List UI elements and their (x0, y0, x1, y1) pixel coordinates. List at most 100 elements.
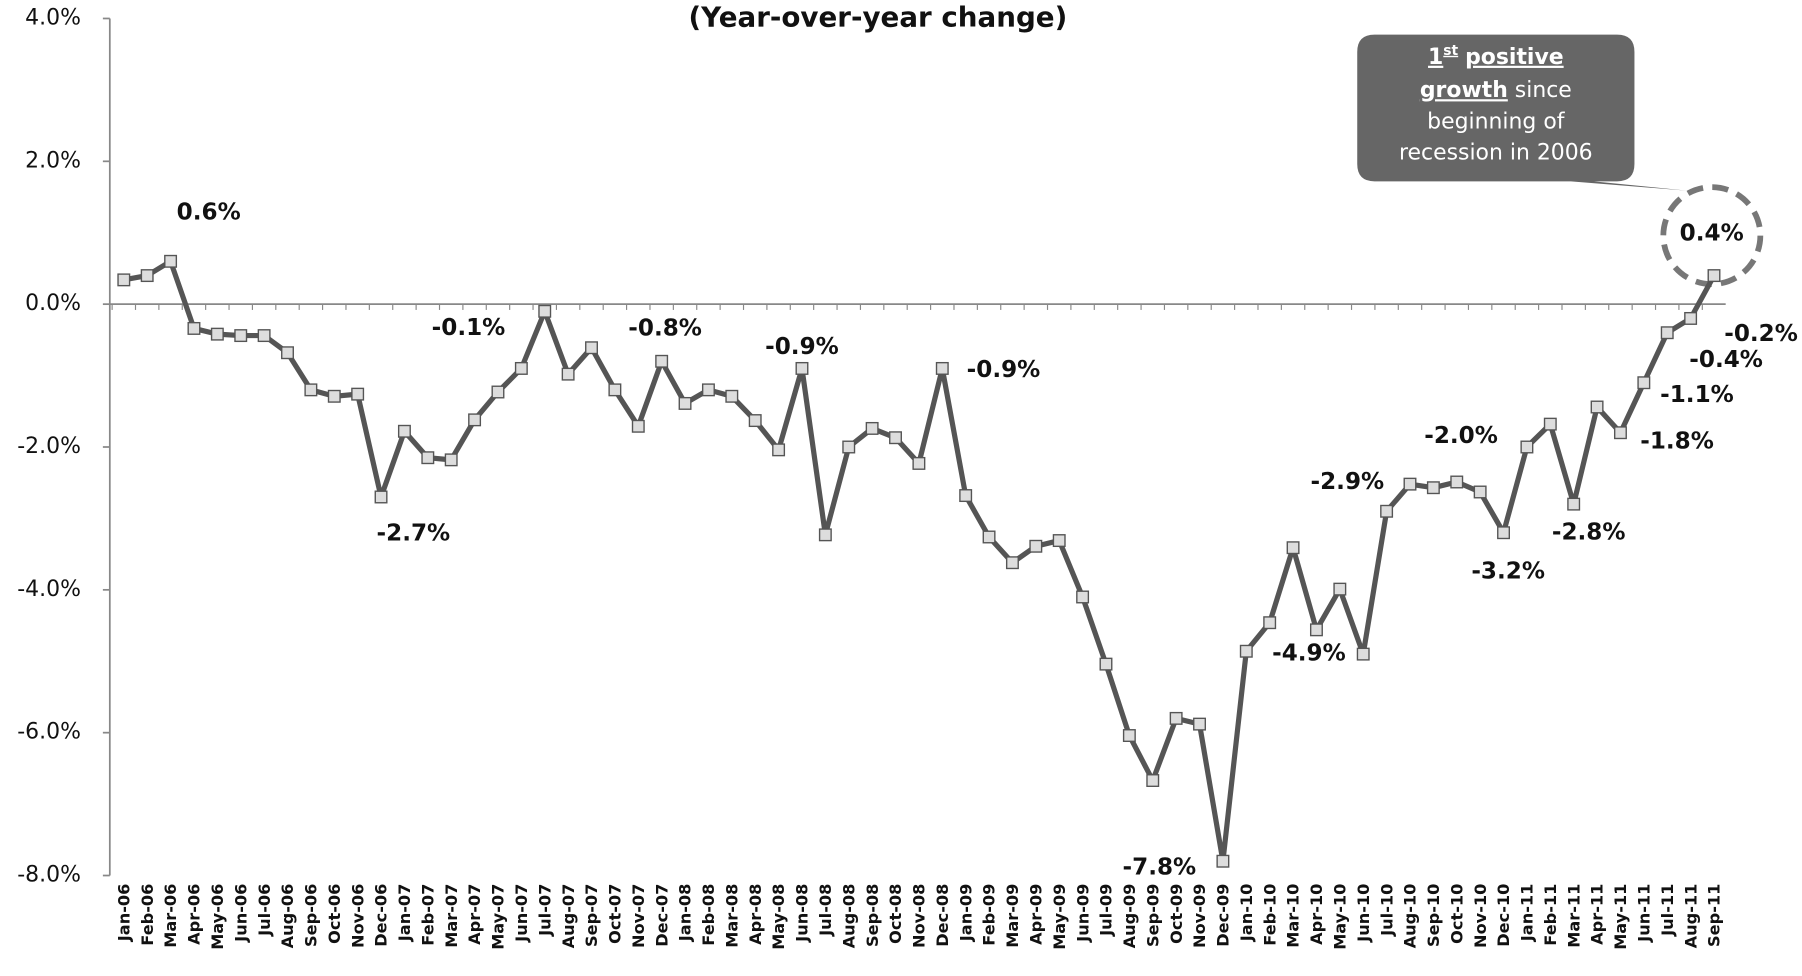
marker (561, 367, 575, 381)
x-tick-label: Jul-10 (1377, 884, 1396, 937)
marker (982, 530, 996, 544)
x-tick-label: Mar-08 (722, 884, 741, 948)
x-tick-label: Jan-07 (395, 884, 414, 943)
marker (1684, 311, 1698, 325)
marker (1052, 534, 1066, 548)
data-label: -2.8% (1552, 520, 1626, 546)
callout-line2: growth since (1420, 78, 1572, 103)
x-tick-label: Jul-09 (1097, 884, 1116, 937)
marker (795, 361, 809, 375)
x-tick-label: Oct-09 (1167, 884, 1186, 944)
x-tick-label: May-11 (1611, 884, 1630, 950)
callout-emphasis-a: positive (1465, 45, 1564, 70)
x-tick-label: Jan-11 (1518, 884, 1537, 943)
callout-suffix: st (1443, 43, 1458, 59)
marker (772, 443, 786, 457)
marker (631, 419, 645, 433)
marker (865, 421, 879, 435)
x-tick-label: Dec-09 (1214, 884, 1233, 947)
x-tick-label: Nov-10 (1471, 884, 1490, 948)
marker (1450, 475, 1464, 489)
marker (1146, 774, 1160, 787)
data-label: -0.4% (1689, 347, 1763, 373)
marker (1029, 539, 1043, 553)
x-tick-label: Feb-09 (980, 884, 999, 946)
marker (1286, 541, 1300, 555)
y-tick-label: 2.0% (25, 148, 81, 173)
marker (655, 354, 669, 368)
marker (187, 321, 201, 335)
x-tick-label: Nov-06 (348, 884, 367, 948)
marker (164, 254, 178, 268)
x-tick-label: Apr-06 (185, 884, 204, 945)
marker (351, 387, 365, 401)
marker (1660, 326, 1674, 340)
highlight-circle (1660, 184, 1764, 288)
x-tick-label: Jul-06 (255, 884, 274, 937)
marker (210, 327, 224, 341)
x-tick-label: Jan-10 (1237, 884, 1256, 943)
marker (748, 414, 762, 428)
marker (678, 396, 692, 410)
callout-box (1357, 34, 1687, 191)
x-tick-label: Jun-09 (1073, 884, 1092, 943)
y-tick-label: -8.0% (17, 863, 81, 888)
marker (842, 440, 856, 454)
data-label: -3.2% (1471, 558, 1545, 584)
marker (912, 456, 926, 470)
marker (1707, 269, 1721, 283)
marker (1380, 504, 1394, 518)
x-tick-label: Nov-08 (910, 884, 929, 948)
marker (397, 424, 411, 438)
x-tick-label: Sep-10 (1424, 884, 1443, 947)
marker (538, 304, 552, 318)
x-tick-label: Jan-06 (114, 884, 133, 943)
callout-line1: 1st positive (1428, 43, 1564, 70)
x-tick-label: May-06 (208, 884, 227, 950)
marker (1263, 616, 1277, 630)
y-tick-label: 4.0% (25, 5, 81, 30)
data-label: 0.6% (177, 199, 241, 225)
data-label: -1.1% (1660, 382, 1734, 408)
data-label: -7.8% (1123, 855, 1197, 881)
x-tick-label: May-10 (1330, 884, 1349, 950)
callout: 1st positive growth since beginning of re… (1357, 34, 1687, 191)
x-tick-label: Jun-08 (793, 884, 812, 943)
marker (1309, 623, 1323, 637)
marker (1356, 647, 1370, 661)
x-tick-label: Jul-08 (816, 884, 835, 937)
marker (1333, 582, 1347, 596)
marker (281, 346, 294, 360)
callout-text: since (1515, 78, 1572, 103)
x-tick-label: Aug-07 (559, 884, 578, 949)
marker (1543, 417, 1557, 431)
x-tick-label: Apr-11 (1588, 884, 1607, 945)
x-tick-label: May-07 (489, 884, 508, 950)
marker (1590, 400, 1604, 414)
marker (444, 453, 458, 467)
marker (1426, 481, 1440, 495)
x-tick-label: Jul-11 (1658, 884, 1677, 937)
x-tick-label: May-08 (769, 884, 788, 950)
data-label: -4.9% (1272, 641, 1346, 667)
x-tick-label: Nov-07 (629, 884, 648, 948)
marker (1005, 556, 1019, 570)
y-tick-label: 0.0% (25, 291, 81, 316)
y-tick-label: -6.0% (17, 720, 81, 745)
marker (1497, 526, 1511, 540)
marker (1239, 644, 1253, 658)
x-tick-label: Mar-11 (1564, 884, 1583, 948)
x-tick-label: Sep-07 (582, 884, 601, 947)
data-label: -0.1% (432, 315, 506, 341)
x-tick-label: Jan-08 (676, 884, 695, 943)
callout-text: beginning of (1427, 109, 1566, 134)
x-tick-label: Feb-11 (1541, 884, 1560, 946)
marker (1076, 590, 1090, 604)
marker (1473, 485, 1487, 499)
x-tick-label: Jun-10 (1354, 884, 1373, 943)
chart-title: (Year-over-year change) (689, 0, 1068, 33)
marker (725, 389, 739, 403)
data-label: -2.0% (1424, 423, 1498, 449)
x-tick-label: Mar-06 (161, 884, 180, 948)
